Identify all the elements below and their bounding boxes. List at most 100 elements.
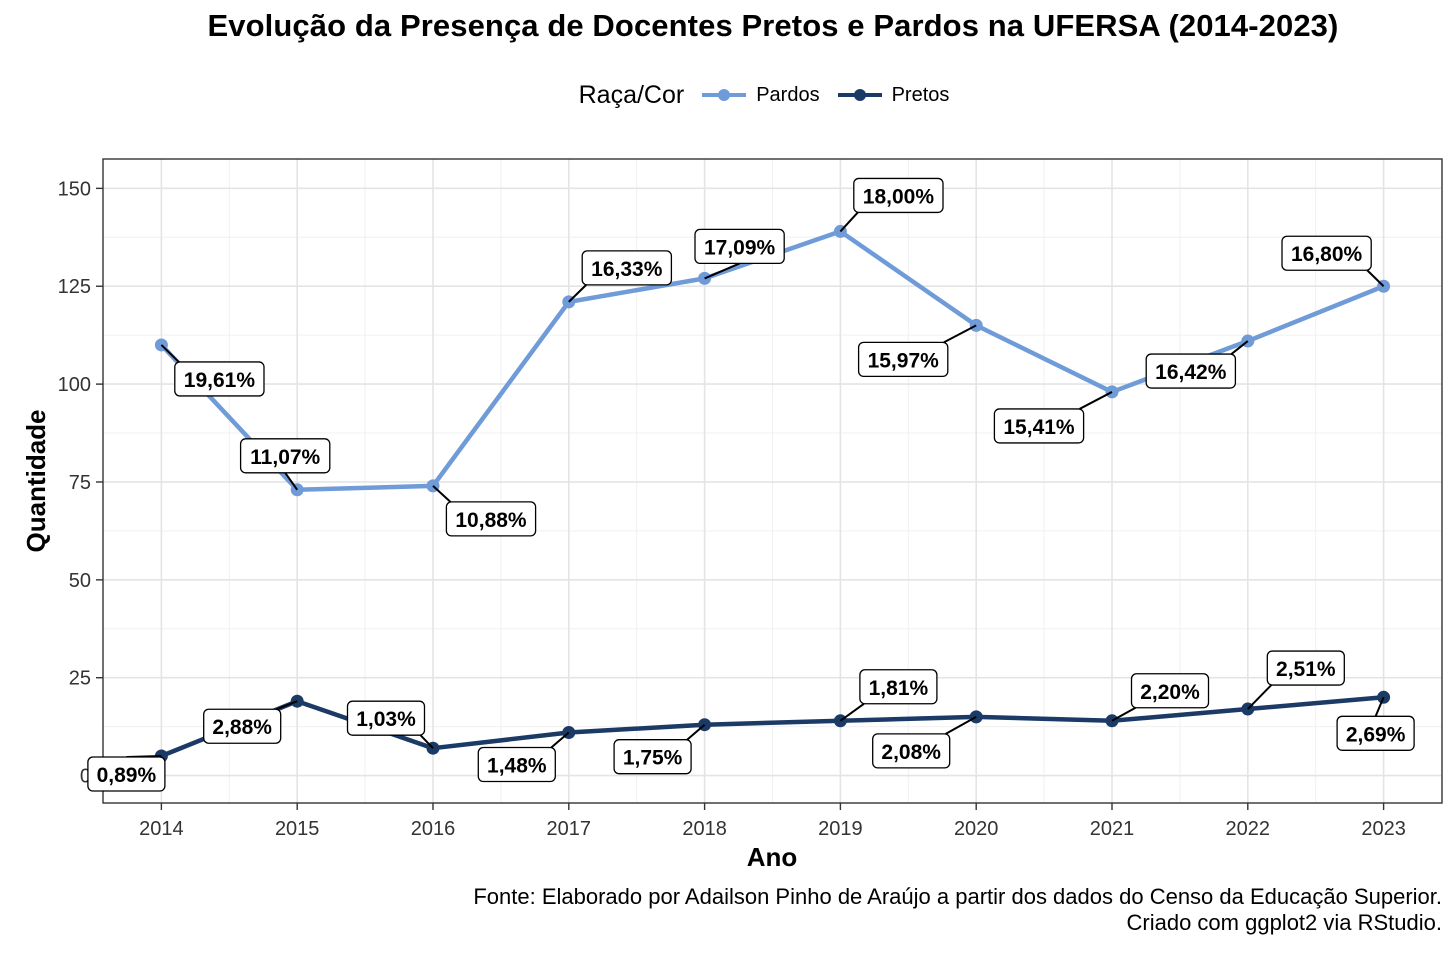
data-label-pardos: 15,41%: [993, 391, 1113, 444]
caption: Fonte: Elaborado por Adailson Pinho de A…: [473, 884, 1442, 936]
label-text: 17,09%: [704, 236, 776, 259]
y-tick-label: 75: [69, 472, 91, 494]
data-label-pretos: 2,88%: [203, 700, 298, 744]
label-text: 15,41%: [1003, 416, 1075, 439]
label-text: 16,33%: [591, 258, 663, 281]
label-text: 15,97%: [868, 349, 940, 372]
label-leader-line: [568, 284, 587, 303]
chart-title: Evolução da Presença de Docentes Pretos …: [207, 8, 1339, 43]
label-text: 2,20%: [1140, 681, 1200, 704]
label-leader-line: [550, 731, 570, 749]
label-text: 16,42%: [1155, 361, 1227, 384]
data-label-pardos: 16,80%: [1281, 235, 1385, 287]
label-leader-line: [1079, 391, 1113, 410]
label-box: [87, 756, 166, 792]
x-tick-label: 2023: [1361, 818, 1406, 840]
label-leader-line: [1247, 684, 1273, 710]
legend-label-pardos: Pardos: [756, 83, 820, 106]
label-leader-line: [839, 702, 865, 722]
data-label-pretos: 1,81%: [839, 669, 938, 722]
label-box: [694, 228, 785, 265]
label-text: 2,88%: [212, 716, 272, 739]
label-text: 2,69%: [1346, 723, 1406, 746]
legend-key-pardos: [702, 89, 747, 101]
data-label-pardos: 11,07%: [239, 438, 331, 491]
label-box: [239, 438, 331, 474]
y-tick-label: 0: [80, 766, 91, 788]
data-label-pretos: 2,69%: [1336, 696, 1415, 751]
label-text: 1,03%: [356, 708, 416, 731]
legend-title: Raça/Cor: [578, 80, 685, 109]
data-label-pretos: 1,75%: [613, 723, 706, 775]
caption-line-2: Criado com ggplot2 via RStudio.: [1126, 910, 1443, 935]
label-leader-line: [432, 485, 452, 503]
label-text: 18,00%: [863, 185, 935, 208]
label-text: 19,61%: [184, 369, 256, 392]
label-leader-line: [419, 734, 434, 749]
data-label-pretos: 2,20%: [1111, 673, 1210, 722]
label-text: 11,07%: [250, 446, 320, 469]
label-leader-line: [284, 472, 299, 491]
x-tick-label: 2019: [818, 818, 863, 840]
label-box: [203, 708, 282, 744]
label-leader-line: [704, 262, 740, 280]
label-text: 1,81%: [869, 677, 929, 700]
data-label-pretos: 1,03%: [346, 700, 434, 749]
label-leader-line: [160, 344, 180, 363]
data-label-pardos: 17,09%: [694, 228, 785, 280]
label-leader-line: [943, 324, 977, 344]
data-label-pardos: 16,42%: [1145, 340, 1249, 389]
y-tick-label: 150: [58, 178, 91, 200]
label-box: [1336, 715, 1415, 751]
label-box: [1130, 673, 1210, 709]
label-text: 2,51%: [1276, 658, 1336, 681]
label-box: [346, 700, 426, 736]
x-axis-title: Ano: [747, 842, 798, 872]
label-box: [859, 669, 938, 705]
label-box: [872, 733, 951, 769]
x-tick-label: 2014: [139, 818, 184, 840]
label-box: [993, 408, 1085, 444]
data-label-pardos: 15,97%: [857, 324, 977, 378]
data-label-pardos: 16,33%: [568, 250, 673, 303]
x-tick-label: 2016: [411, 818, 456, 840]
label-box: [857, 341, 949, 378]
x-tick-label: 2022: [1226, 818, 1271, 840]
data-label-pardos: 18,00%: [839, 177, 944, 233]
y-tick-label: 25: [69, 668, 91, 690]
label-box: [581, 250, 673, 286]
label-text: 1,75%: [623, 747, 683, 770]
label-leader-line: [945, 715, 977, 735]
data-label-pretos: 1,48%: [477, 731, 570, 783]
legend-item-pardos: Pardos: [702, 80, 820, 110]
label-box: [1145, 353, 1237, 389]
x-tick-label: 2018: [682, 818, 727, 840]
y-tick-label: 100: [58, 374, 91, 396]
label-leader-line: [1366, 269, 1385, 287]
y-axis-title: Quantidade: [21, 409, 51, 552]
legend: Raça/Cor Pardos Pretos: [0, 80, 1456, 110]
data-label-pardos: 19,61%: [160, 344, 265, 397]
label-box: [613, 739, 692, 775]
label-leader-line: [1111, 706, 1136, 722]
data-label-pardos: 10,88%: [432, 485, 537, 537]
label-leader-line: [276, 700, 298, 711]
label-leader-line: [1230, 340, 1249, 355]
label-box: [477, 746, 556, 783]
legend-key-pretos: [837, 89, 882, 101]
x-tick-label: 2017: [547, 818, 592, 840]
data-label-pretos: 2,51%: [1247, 650, 1345, 710]
x-tick-label: 2021: [1090, 818, 1135, 840]
data-label-pretos: 0,89%: [87, 755, 166, 792]
label-box: [1266, 650, 1345, 686]
x-tick-label: 2020: [954, 818, 999, 840]
label-box: [853, 177, 944, 214]
label-text: 10,88%: [455, 509, 527, 532]
label-text: 0,89%: [97, 764, 157, 787]
caption-line-1: Fonte: Elaborado por Adailson Pinho de A…: [473, 884, 1442, 909]
label-box: [1281, 235, 1372, 271]
label-leader-line: [839, 211, 859, 233]
panel-border: [102, 158, 1443, 804]
y-tick-label: 50: [69, 570, 91, 592]
